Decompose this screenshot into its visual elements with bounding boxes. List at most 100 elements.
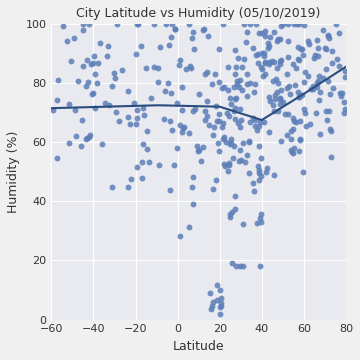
Point (85, 79, 91, 85)
Point (289, 149, 294, 154)
Point (239, 87, 245, 93)
Point (314, 84, 320, 90)
Point (240, 140, 246, 146)
Point (144, 146, 150, 152)
Point (204, 69, 210, 75)
Point (266, 59, 272, 65)
Point (83, 84, 89, 89)
Point (219, 124, 225, 130)
Point (217, 287, 223, 293)
Point (109, 83, 115, 89)
Point (231, 143, 237, 149)
Point (288, 91, 293, 97)
Point (112, 76, 117, 81)
Point (295, 56, 301, 62)
Point (300, 169, 305, 175)
Point (301, 107, 307, 112)
Point (256, 123, 262, 129)
Title: City Latitude vs Humidity (05/10/2019): City Latitude vs Humidity (05/10/2019) (76, 7, 321, 20)
Point (231, 108, 237, 113)
Point (246, 170, 252, 175)
Point (257, 215, 263, 221)
Point (284, 85, 290, 91)
Point (280, 99, 286, 104)
Point (73, 133, 78, 139)
Point (140, 105, 145, 111)
Point (229, 101, 234, 107)
Point (228, 140, 234, 145)
Point (246, 138, 252, 144)
Point (262, 119, 267, 125)
Point (175, 100, 180, 105)
Point (238, 117, 244, 122)
Point (224, 111, 230, 116)
Point (295, 89, 301, 95)
Point (134, 164, 140, 170)
Point (291, 126, 296, 131)
Point (54, 97, 60, 103)
Point (144, 129, 150, 134)
Point (209, 303, 215, 309)
Point (190, 29, 196, 35)
Point (251, 115, 256, 121)
Point (275, 109, 281, 114)
Point (272, 96, 278, 102)
Point (231, 84, 237, 90)
Point (227, 95, 233, 101)
Point (200, 144, 206, 150)
Point (75, 78, 81, 84)
Point (127, 122, 132, 127)
Point (255, 127, 260, 133)
Point (280, 21, 285, 27)
Point (246, 139, 252, 145)
Point (261, 51, 267, 57)
Point (328, 154, 334, 160)
Point (285, 54, 291, 59)
Point (253, 52, 259, 58)
Point (277, 61, 283, 67)
Point (258, 155, 264, 161)
Point (236, 158, 242, 164)
Point (293, 65, 299, 71)
Point (290, 61, 296, 67)
Point (302, 110, 308, 116)
Point (278, 138, 284, 144)
Point (71, 35, 77, 41)
Point (256, 170, 261, 175)
Point (255, 163, 261, 169)
X-axis label: Latitude: Latitude (173, 340, 225, 353)
Point (270, 103, 276, 108)
Point (277, 96, 283, 102)
Point (284, 71, 290, 77)
Point (205, 33, 211, 39)
Point (232, 206, 238, 211)
Point (267, 34, 273, 40)
Point (176, 62, 182, 68)
Point (271, 172, 276, 178)
Point (232, 71, 238, 77)
Point (208, 306, 214, 312)
Point (84, 136, 89, 142)
Point (256, 143, 261, 149)
Point (255, 51, 261, 57)
Point (231, 105, 237, 111)
Point (262, 60, 268, 66)
Point (125, 114, 131, 120)
Point (303, 123, 309, 129)
Point (259, 66, 265, 72)
Point (87, 21, 93, 27)
Point (233, 95, 239, 101)
Point (202, 71, 208, 77)
Point (201, 26, 207, 32)
Point (234, 264, 239, 269)
Point (273, 76, 279, 82)
Point (244, 152, 250, 158)
Point (167, 118, 172, 124)
Point (275, 36, 280, 42)
Point (216, 111, 222, 117)
Point (177, 233, 183, 239)
Point (300, 46, 305, 52)
Point (233, 64, 238, 70)
Point (184, 66, 189, 72)
Point (158, 44, 163, 50)
